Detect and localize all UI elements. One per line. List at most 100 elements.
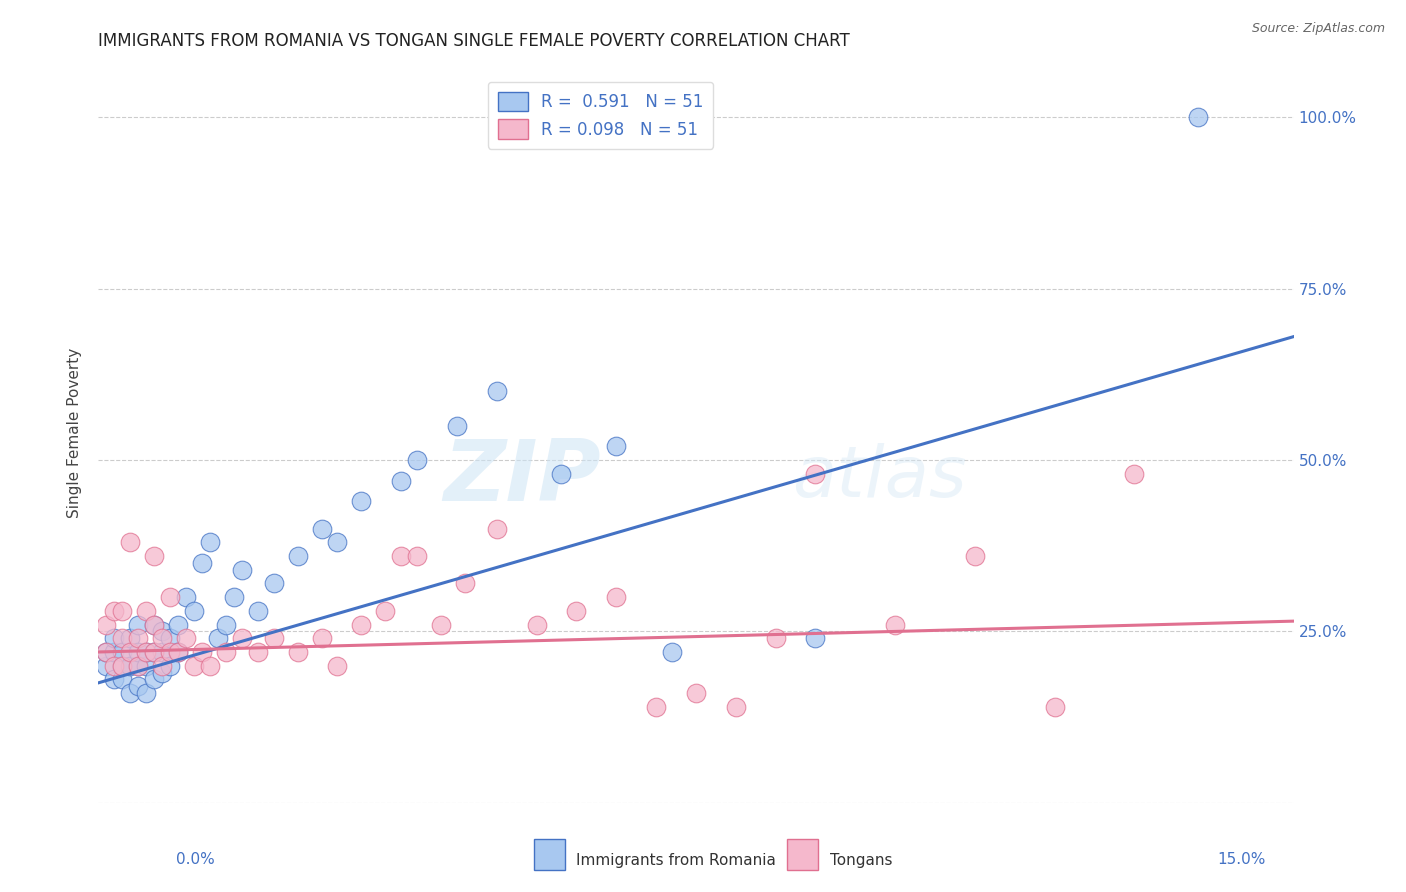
Point xyxy=(111,658,134,673)
Point xyxy=(326,535,349,549)
Point xyxy=(143,617,166,632)
Point xyxy=(550,467,572,481)
Point xyxy=(884,617,907,632)
Point xyxy=(167,645,190,659)
Point xyxy=(159,590,181,604)
Point xyxy=(120,535,142,549)
Point xyxy=(374,604,396,618)
Point xyxy=(485,384,508,399)
Point xyxy=(287,645,309,659)
Point xyxy=(120,632,142,646)
Point xyxy=(326,658,349,673)
Point xyxy=(661,645,683,659)
Point xyxy=(150,632,173,646)
Point xyxy=(191,556,214,570)
Text: Immigrants from Romania: Immigrants from Romania xyxy=(576,853,776,868)
Point xyxy=(207,632,229,646)
Point xyxy=(111,673,134,687)
Point xyxy=(287,549,309,563)
Point xyxy=(183,604,205,618)
Point xyxy=(222,590,245,604)
Point xyxy=(1043,699,1066,714)
Point xyxy=(111,632,134,646)
Point xyxy=(120,686,142,700)
Point xyxy=(183,658,205,673)
Point xyxy=(765,632,787,646)
Point xyxy=(127,658,149,673)
Point xyxy=(167,645,190,659)
Point xyxy=(96,645,118,659)
Point xyxy=(231,563,253,577)
Point xyxy=(96,617,118,632)
Point xyxy=(143,549,166,563)
Point xyxy=(198,535,221,549)
Point xyxy=(96,658,118,673)
Point xyxy=(191,645,214,659)
Point xyxy=(963,549,986,563)
Point xyxy=(804,632,827,646)
Point xyxy=(159,632,181,646)
Point xyxy=(605,590,627,604)
Point xyxy=(143,617,166,632)
Point xyxy=(605,439,627,453)
Point xyxy=(150,624,173,639)
Legend: R =  0.591   N = 51, R = 0.098   N = 51: R = 0.591 N = 51, R = 0.098 N = 51 xyxy=(488,82,713,149)
Y-axis label: Single Female Poverty: Single Female Poverty xyxy=(67,348,83,517)
Point xyxy=(215,645,238,659)
Point xyxy=(685,686,707,700)
Point xyxy=(143,645,166,659)
Point xyxy=(231,632,253,646)
Text: Source: ZipAtlas.com: Source: ZipAtlas.com xyxy=(1251,22,1385,36)
Point xyxy=(111,604,134,618)
Point xyxy=(150,658,173,673)
Point xyxy=(150,645,173,659)
Point xyxy=(127,679,149,693)
Point xyxy=(430,617,453,632)
Point xyxy=(135,645,157,659)
Point xyxy=(143,673,166,687)
Point xyxy=(135,658,157,673)
Point xyxy=(645,699,668,714)
Point xyxy=(135,645,157,659)
Point xyxy=(127,632,149,646)
Text: IMMIGRANTS FROM ROMANIA VS TONGAN SINGLE FEMALE POVERTY CORRELATION CHART: IMMIGRANTS FROM ROMANIA VS TONGAN SINGLE… xyxy=(98,32,851,50)
Text: 0.0%: 0.0% xyxy=(176,852,215,867)
Point xyxy=(167,617,190,632)
Point xyxy=(135,686,157,700)
Point xyxy=(454,576,477,591)
Point xyxy=(263,632,285,646)
Point xyxy=(246,645,269,659)
Point xyxy=(485,522,508,536)
Point xyxy=(174,590,197,604)
Point xyxy=(120,658,142,673)
Point xyxy=(198,658,221,673)
Point xyxy=(565,604,588,618)
Point xyxy=(143,645,166,659)
Text: Tongans: Tongans xyxy=(830,853,891,868)
Point xyxy=(446,418,468,433)
Text: 15.0%: 15.0% xyxy=(1218,852,1265,867)
Point xyxy=(103,645,125,659)
Point xyxy=(350,494,373,508)
Point xyxy=(1123,467,1146,481)
Point xyxy=(350,617,373,632)
Point xyxy=(1187,110,1209,124)
Point xyxy=(389,549,412,563)
Point xyxy=(526,617,548,632)
Point xyxy=(159,645,181,659)
Point xyxy=(263,576,285,591)
Point xyxy=(406,453,429,467)
Point xyxy=(159,658,181,673)
Point xyxy=(120,645,142,659)
Point xyxy=(246,604,269,618)
Point xyxy=(111,658,134,673)
Point xyxy=(150,665,173,680)
Point xyxy=(127,645,149,659)
Point xyxy=(96,645,118,659)
Point xyxy=(311,522,333,536)
Point xyxy=(127,658,149,673)
Point xyxy=(215,617,238,632)
Point xyxy=(103,632,125,646)
Point xyxy=(724,699,747,714)
Point xyxy=(804,467,827,481)
